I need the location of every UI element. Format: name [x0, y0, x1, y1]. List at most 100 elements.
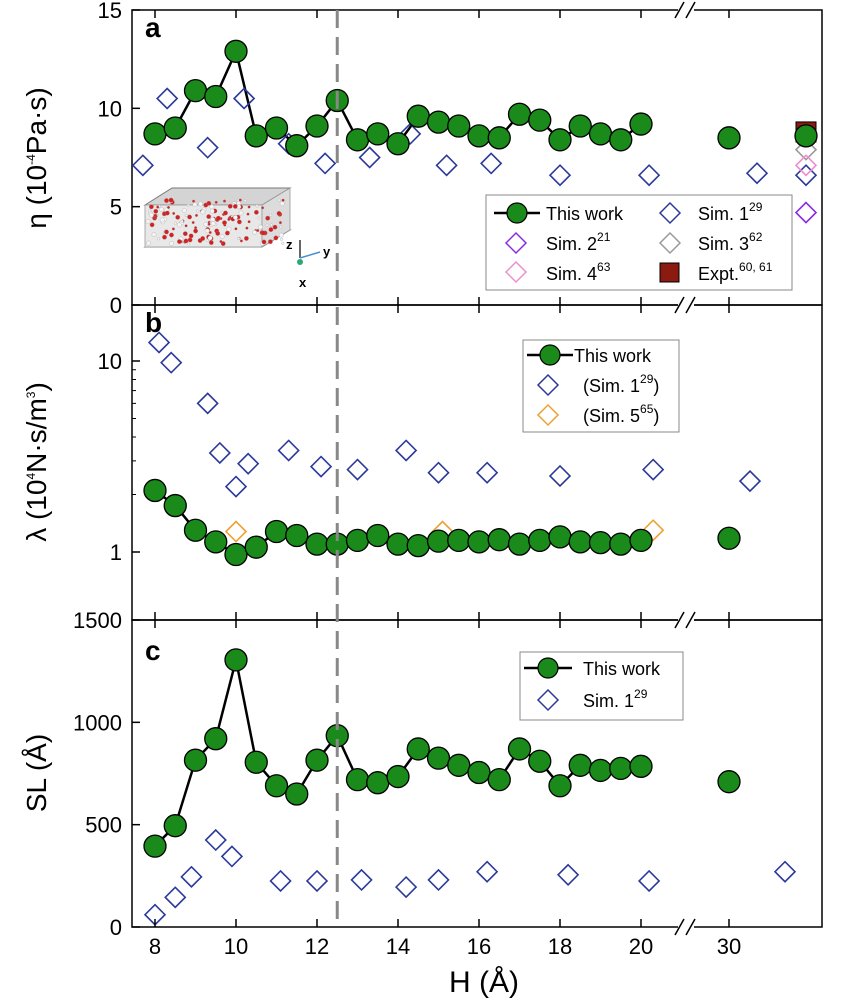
data-point-a	[426, 110, 451, 134]
molecule-dot	[222, 220, 227, 226]
data-point-a	[204, 84, 228, 109]
data-point-b	[548, 464, 572, 488]
molecule-dot	[208, 231, 212, 234]
y-tick-label: 10	[98, 96, 122, 121]
molecule-dot	[186, 203, 190, 207]
molecule-dot	[158, 206, 164, 212]
data-point-b	[609, 532, 633, 556]
legend-b-sim5: (Sim. 565)	[536, 402, 659, 427]
molecule-dot	[247, 205, 251, 209]
data-point-c	[345, 767, 370, 792]
panel-a-letter: a	[145, 12, 161, 43]
x-tick-label: 8	[149, 934, 161, 959]
molecule-dot	[148, 209, 152, 213]
data-point-b	[487, 528, 511, 552]
data-point-a	[244, 124, 268, 148]
data-point-b	[244, 535, 268, 559]
y-tick-label: 1500	[73, 608, 122, 633]
svg-text:SL (Å): SL (Å)	[21, 734, 52, 812]
data-point-c	[305, 869, 329, 893]
x-tick-label: 10	[224, 934, 248, 959]
legend-a-sim2: Sim. 221	[504, 230, 611, 255]
legend-a: This work Sim. 129 Sim. 221 Sim. 362 Sim…	[485, 194, 793, 291]
data-point-b	[738, 469, 762, 493]
data-point-b	[406, 533, 430, 558]
axis-break-mark	[685, 296, 696, 314]
svg-text:(Sim. 565): (Sim. 565)	[583, 402, 659, 426]
molecule-dot	[183, 238, 189, 244]
molecule-dot	[209, 208, 215, 214]
data-point-c	[773, 860, 797, 883]
data-point-b	[642, 458, 665, 481]
molecule-dot	[157, 237, 161, 241]
molecule-dot	[276, 211, 282, 216]
molecule-dot	[279, 201, 285, 207]
y-tick-label: 0	[110, 293, 122, 318]
legend-a-this-work: This work	[494, 202, 624, 224]
molecule-dot	[151, 232, 157, 237]
data-point-a	[399, 122, 422, 146]
y-tick-label: 5	[110, 195, 122, 220]
axis-break-gap	[678, 298, 694, 312]
molecule-dot	[205, 239, 209, 242]
molecule-dot	[194, 226, 198, 230]
molecule-dot	[180, 219, 184, 223]
molecule-dot	[277, 198, 281, 202]
data-point-a	[794, 124, 818, 148]
data-point-b	[160, 351, 183, 374]
y-tick-label: 500	[85, 813, 122, 838]
data-point-a	[548, 128, 572, 152]
molecule-dot	[272, 224, 278, 230]
data-point-a	[196, 136, 219, 159]
data-point-c	[394, 875, 418, 899]
panel-c: c SL (Å) 0 500 1000 1500 This work Sim. 129	[21, 608, 823, 940]
molecule-dot	[182, 208, 187, 213]
data-point-a	[794, 154, 818, 177]
svg-text:This work: This work	[583, 659, 661, 679]
molecule-dot	[260, 230, 266, 236]
data-point-c	[366, 771, 390, 795]
data-point-b	[277, 439, 300, 462]
data-point-b	[224, 542, 248, 567]
molecule-dot	[281, 198, 285, 202]
data-point-b	[629, 528, 653, 553]
panel-c-frame	[131, 619, 823, 928]
data-point-a	[285, 134, 309, 158]
data-point-b	[183, 518, 208, 542]
data-point-c	[406, 737, 430, 761]
axis-label-z: z	[286, 237, 293, 252]
molecule-dot	[203, 202, 209, 208]
data-point-b	[507, 532, 532, 556]
molecule-dot	[171, 227, 175, 231]
axis-break-mark	[685, 918, 696, 936]
x-axis-label: H (Å)	[449, 966, 519, 999]
data-point-b	[346, 458, 369, 481]
data-point-b	[427, 461, 450, 484]
data-point-c	[264, 774, 289, 798]
molecule-dot	[164, 229, 169, 235]
molecule-dot	[195, 213, 198, 217]
data-point-b	[196, 392, 219, 415]
axis-break-gap	[678, 3, 694, 17]
molecule-dot	[164, 210, 170, 216]
molecule-dot	[220, 210, 224, 214]
data-point-c	[269, 869, 292, 893]
molecule-dot	[261, 239, 267, 245]
data-point-c	[164, 886, 187, 909]
molecule-dot	[187, 237, 193, 243]
y-tick-label: 10	[98, 349, 122, 374]
molecule-dot	[269, 223, 273, 227]
molecule-dot	[268, 239, 273, 245]
molecule-dot	[225, 230, 230, 236]
data-point-c	[637, 869, 661, 893]
data-point-b	[305, 532, 329, 556]
data-point-c	[475, 860, 499, 883]
molecule-dot	[246, 212, 250, 216]
x-tick-label: 20	[629, 934, 653, 959]
data-point-c	[467, 760, 491, 785]
data-point-c	[507, 737, 532, 761]
molecule-dot	[257, 216, 261, 220]
molecule-dot	[196, 209, 200, 213]
legend-b: This work (Sim. 129) (Sim. 565)	[522, 339, 680, 433]
